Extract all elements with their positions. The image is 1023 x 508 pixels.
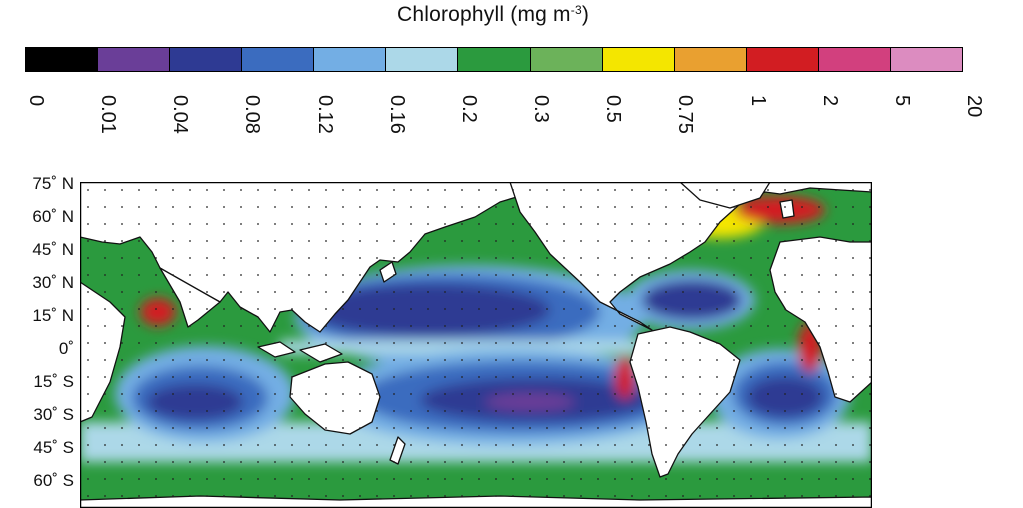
colorbar-tick-label: 20	[963, 95, 985, 118]
colorbar-tick-label: 0.08	[241, 95, 264, 134]
colorbar-tick-label: 0.75	[674, 95, 697, 134]
latitude-label: 15˚ S	[33, 372, 74, 391]
colorbar-tick-label: 0.12	[313, 95, 336, 134]
colorbar-segment-0	[26, 48, 99, 71]
colorbar-segment-12	[890, 48, 963, 71]
colorbar-title: Chlorophyll (mg m-3)	[396, 3, 590, 26]
latitude-label: 60˚ S	[33, 471, 74, 490]
grid-dots	[87, 189, 871, 497]
colorbar-tick-label: 0.04	[169, 95, 192, 134]
latitude-label: 45˚ S	[33, 438, 74, 457]
colorbar-segment-2	[170, 48, 243, 71]
colorbar-tick-label: 0.2	[457, 95, 480, 123]
colorbar-segment-1	[98, 48, 171, 71]
landmasses	[80, 182, 872, 508]
latitude-label: 15˚ N	[32, 306, 74, 325]
colorbar-segment-5	[386, 48, 459, 71]
colorbar-tick-label: 0	[25, 95, 47, 107]
colorbar-tick-label: 5	[890, 95, 913, 107]
colorbar-segment-4	[314, 48, 387, 71]
colorbar	[25, 47, 963, 72]
colorbar-segment-7	[530, 48, 603, 71]
latitude-label: 0˚	[58, 339, 74, 358]
latitude-label: 30˚ S	[33, 405, 74, 424]
colorbar-segment-3	[242, 48, 315, 71]
colorbar-tick-label: 0.16	[385, 95, 408, 134]
colorbar-tick-label: 0.01	[97, 95, 120, 134]
chlorophyll-map	[80, 182, 872, 508]
latitude-label: 45˚ N	[32, 240, 74, 259]
colorbar-tick-label: 1	[746, 95, 769, 107]
latitude-label: 75˚ N	[32, 174, 74, 193]
colorbar-tick-label: 2	[818, 95, 841, 107]
colorbar-segment-10	[746, 48, 819, 71]
colorbar-tick-label: 0.3	[530, 95, 553, 123]
colorbar-tick-label: 0.5	[602, 95, 625, 123]
colorbar-segment-11	[818, 48, 891, 71]
colorbar-segment-6	[458, 48, 531, 71]
latitude-label: 30˚ N	[32, 273, 74, 292]
colorbar-segment-8	[602, 48, 675, 71]
latitude-label: 60˚ N	[32, 207, 74, 226]
colorbar-segment-9	[674, 48, 747, 71]
